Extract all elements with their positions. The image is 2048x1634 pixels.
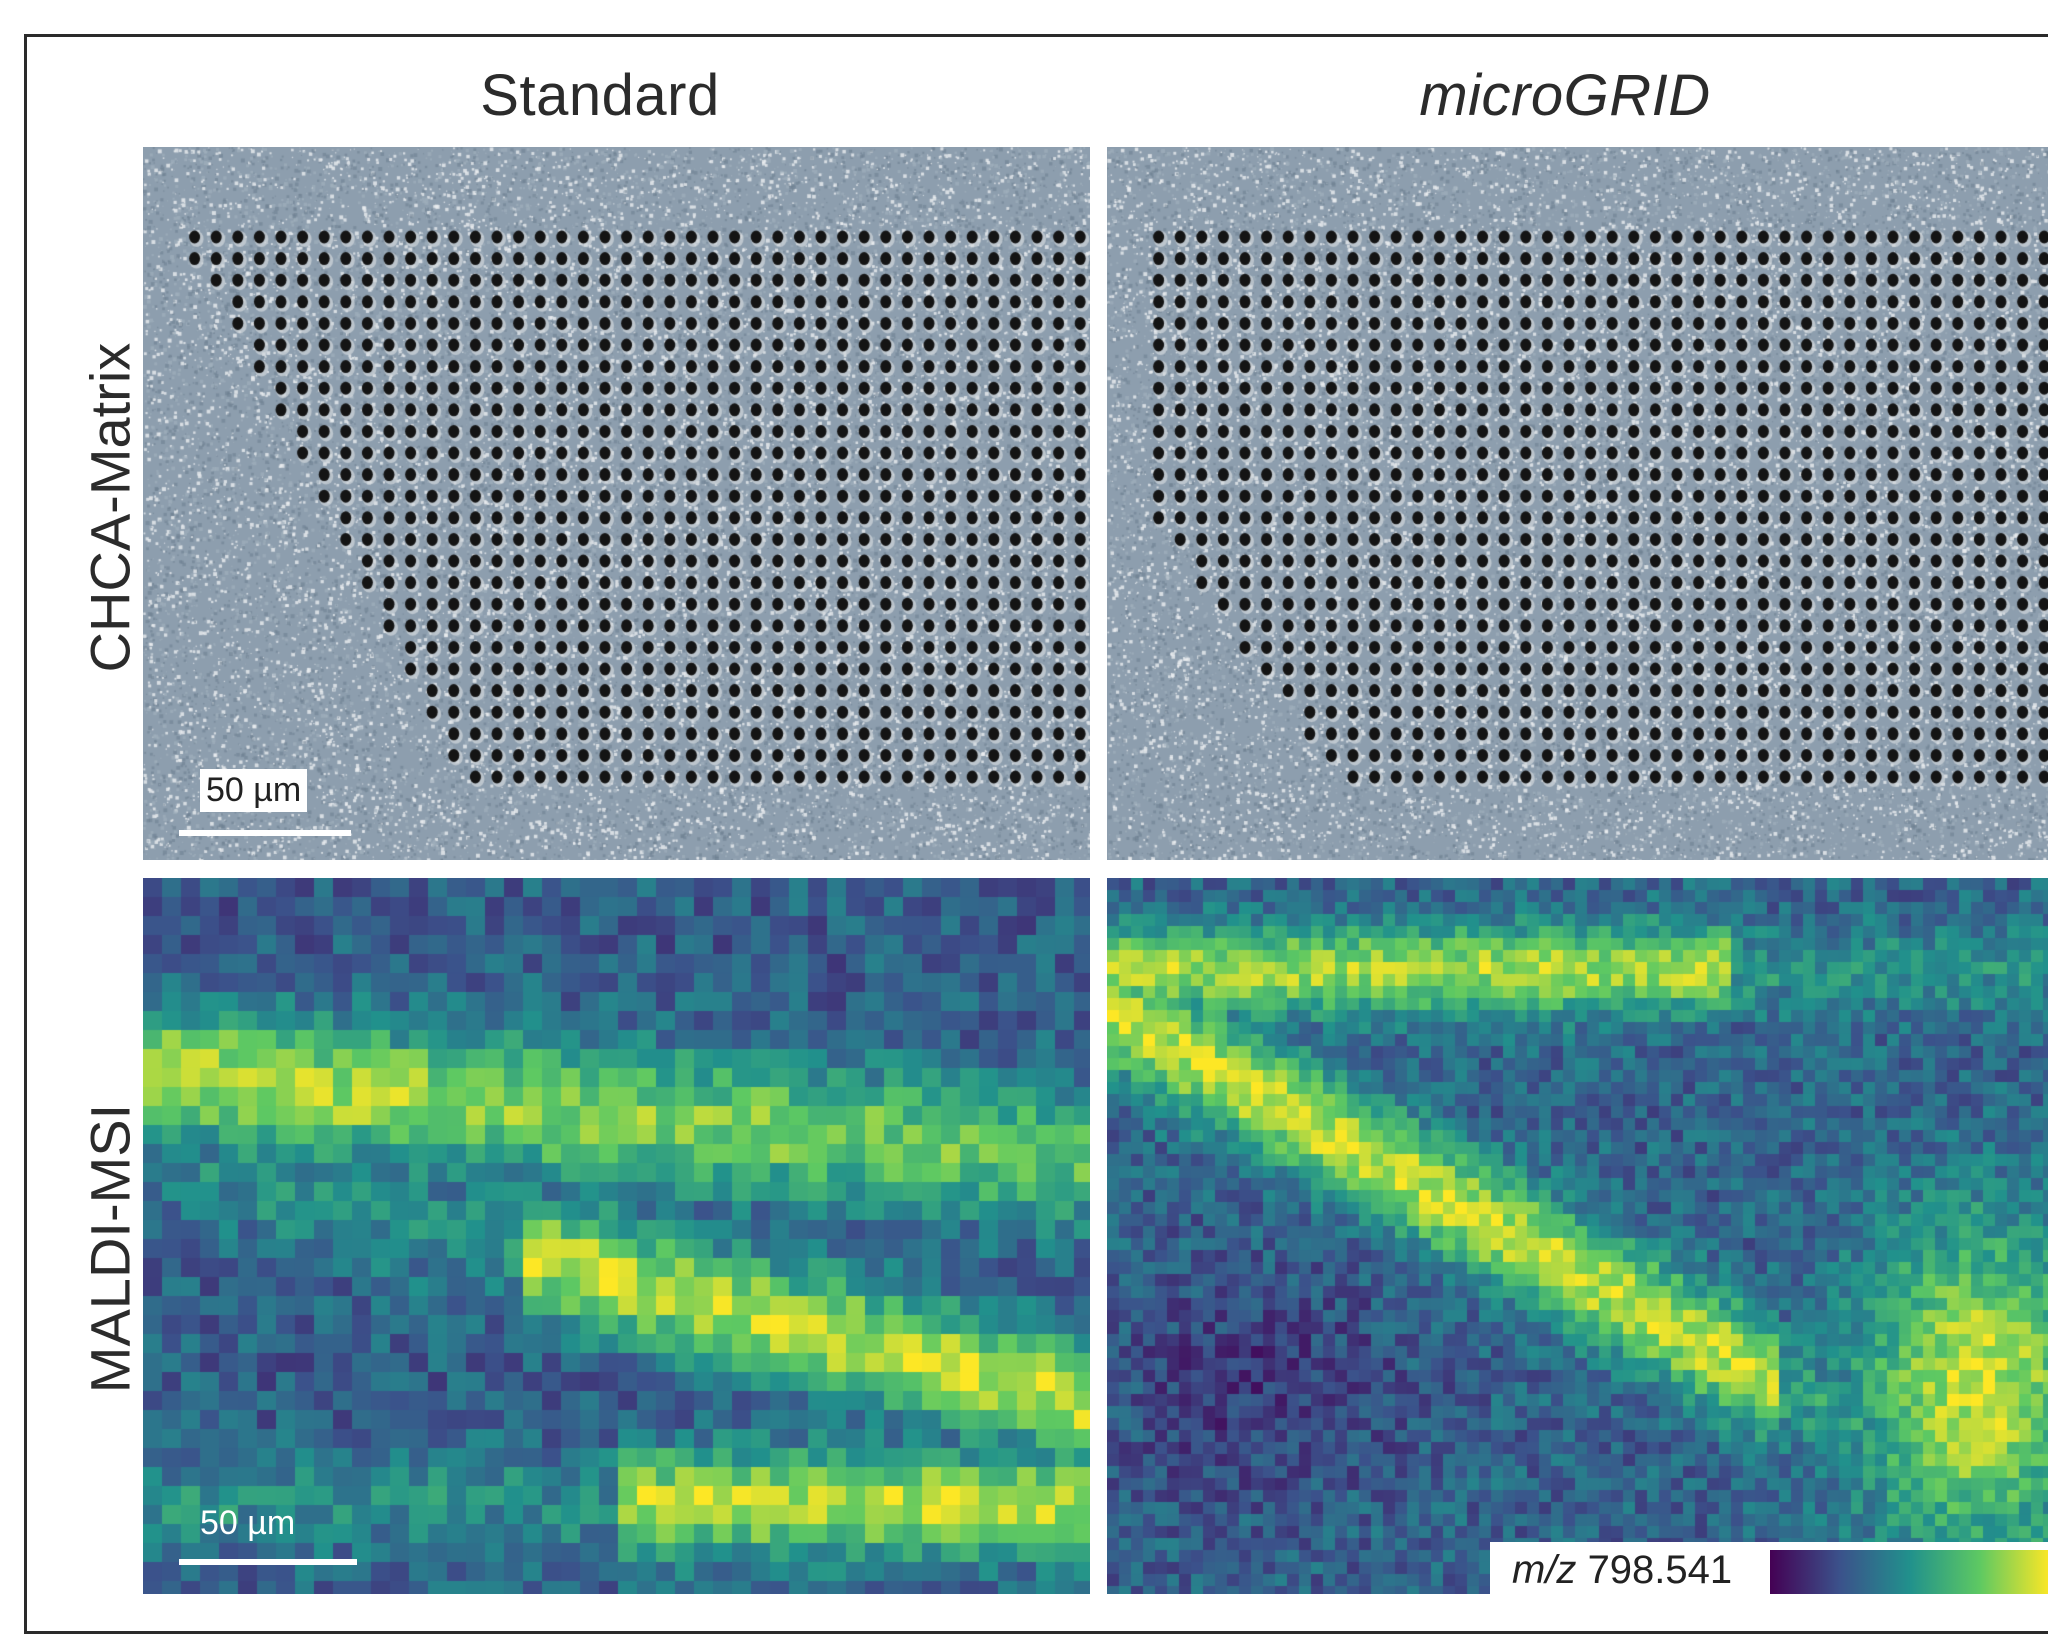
optical-micrograph-standard: 50 µm <box>143 147 1090 860</box>
column-title-standard: Standard <box>480 63 720 128</box>
optical-micrograph-standard-image <box>143 147 1090 860</box>
msi-heatmap-standard: 50 µm <box>143 878 1090 1594</box>
optical-micrograph-microgrid-image <box>1107 147 2048 860</box>
msi-heatmap-microgrid <box>1107 878 2048 1594</box>
colorbar-mz-prefix: m/z <box>1512 1548 1577 1592</box>
colorbar-mz-value: 798.541 <box>1587 1548 1733 1592</box>
optical-micrograph-microgrid <box>1107 147 2048 860</box>
msi-heatmap-microgrid-image <box>1107 878 2048 1594</box>
msi-heatmap-standard-image <box>143 878 1090 1594</box>
scale-bar-label-optical: 50 µm <box>200 769 308 812</box>
colorbar-label: m/z 798.541 <box>1512 1548 1732 1593</box>
scale-bar-label-msi: 50 µm <box>200 1504 296 1542</box>
row-label-maldi-msi: MALDI-MSI <box>78 1103 142 1394</box>
scale-bar-optical <box>179 830 351 836</box>
colorbar-gradient <box>1770 1550 2048 1594</box>
column-title-microgrid: microGRID <box>1419 63 1711 128</box>
row-label-chca-matrix: CHCA-Matrix <box>78 342 142 673</box>
colorbar: m/z 798.541 <box>1490 1542 2048 1594</box>
scale-bar-msi <box>179 1559 357 1565</box>
